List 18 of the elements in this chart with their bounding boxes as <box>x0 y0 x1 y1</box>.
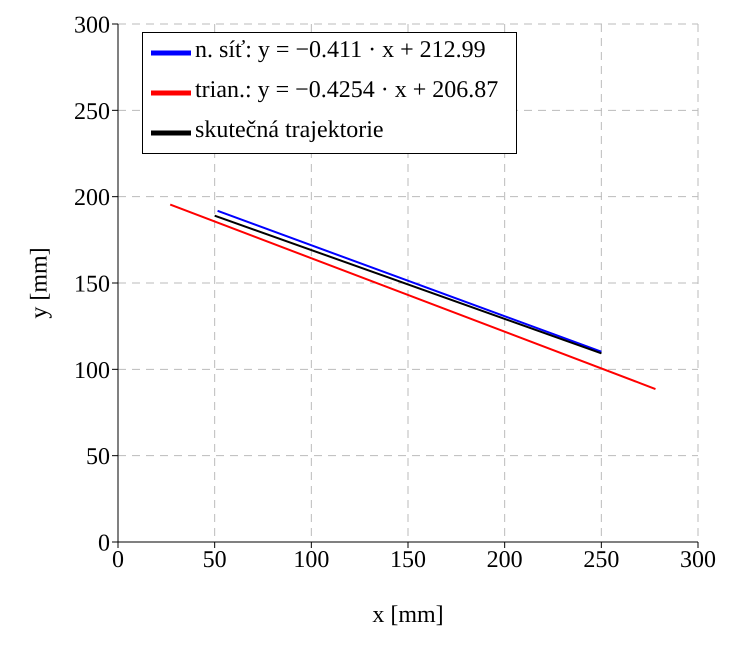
x-tick-label: 50 <box>202 547 227 574</box>
y-axis-title: y [mm] <box>26 247 53 319</box>
x-axis-title: x [mm] <box>372 602 444 628</box>
x-tick-label: 150 <box>390 547 426 574</box>
legend-label: trian.: y = −0.4254 · x + 206.87 <box>195 76 498 103</box>
x-tick-label: 300 <box>680 547 716 574</box>
y-tick-label: 300 <box>74 12 110 39</box>
x-tick-label: 100 <box>293 547 330 574</box>
legend-label: n. síť: y = −0.411 · x + 212.99 <box>195 36 486 63</box>
y-tick-label: 0 <box>98 530 110 557</box>
legend-label: skutečná trajektorie <box>195 116 384 143</box>
y-tick-label: 100 <box>74 358 110 384</box>
y-tick-label: 200 <box>74 185 110 212</box>
y-tick-label: 150 <box>74 272 110 298</box>
y-tick-label: 50 <box>86 444 110 470</box>
x-tick-label: 200 <box>486 547 523 574</box>
y-tick-label: 250 <box>74 98 110 125</box>
x-tick-label: 250 <box>583 547 620 574</box>
